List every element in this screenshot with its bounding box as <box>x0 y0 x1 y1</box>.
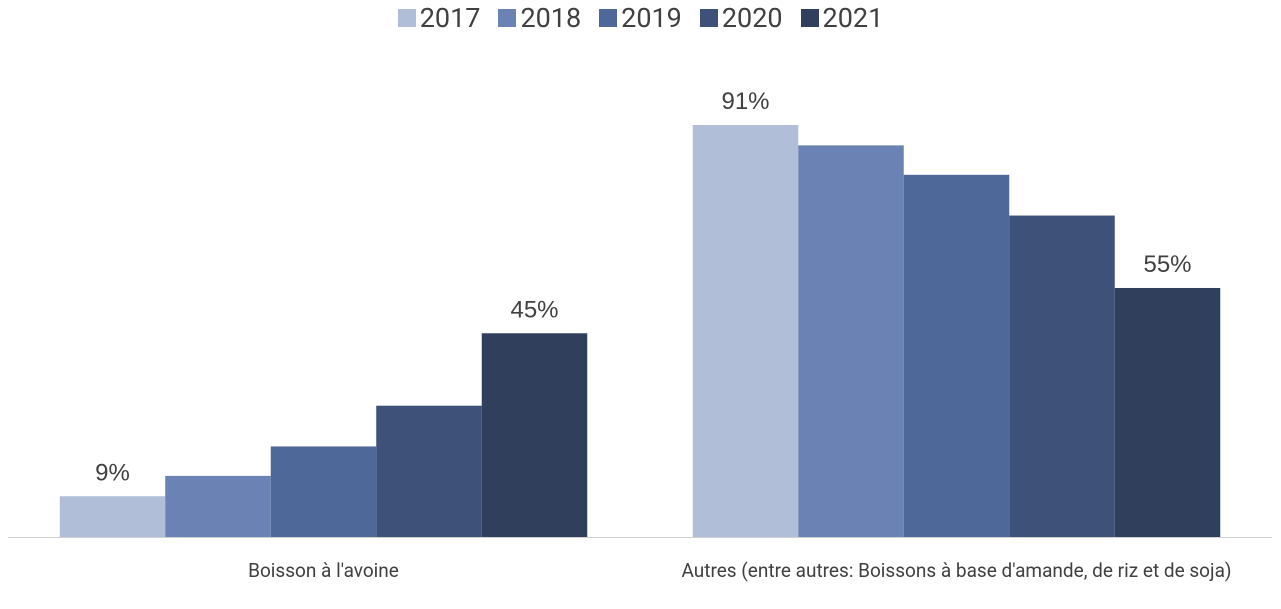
legend-label: 2019 <box>621 2 682 34</box>
bar <box>798 145 904 537</box>
data-label: 9% <box>95 459 130 486</box>
legend-item: 2019 <box>599 2 682 34</box>
bar <box>1114 287 1221 537</box>
bar <box>1009 215 1115 538</box>
bar <box>481 333 588 537</box>
legend-swatch <box>397 9 416 27</box>
data-label: 91% <box>721 88 769 115</box>
bar <box>692 125 799 537</box>
x-tick-label: Autres (entre autres: Boissons à base d'… <box>681 559 1232 582</box>
bar <box>165 475 271 537</box>
legend-swatch <box>599 9 618 27</box>
legend-item: 2018 <box>498 2 581 34</box>
bar <box>903 174 1010 538</box>
bar <box>376 405 482 537</box>
data-label: 45% <box>510 296 558 323</box>
legend-item: 2017 <box>397 2 481 34</box>
legend-label: 2021 <box>822 2 884 34</box>
legend-swatch <box>699 9 718 27</box>
bar <box>270 446 377 537</box>
legend-item: 2021 <box>800 2 884 34</box>
legend-label: 2018 <box>520 2 582 34</box>
legend-swatch <box>498 9 517 27</box>
legend-label: 2020 <box>721 2 783 34</box>
legend-swatch <box>800 9 819 27</box>
legend-item: 2020 <box>699 2 783 34</box>
x-tick-label: Boisson à l'avoine <box>248 559 399 582</box>
legend: 2017 2018 2019 2020 2021 <box>0 2 1281 34</box>
bar <box>59 496 166 537</box>
legend-label: 2017 <box>419 2 481 34</box>
data-label: 55% <box>1143 251 1191 278</box>
